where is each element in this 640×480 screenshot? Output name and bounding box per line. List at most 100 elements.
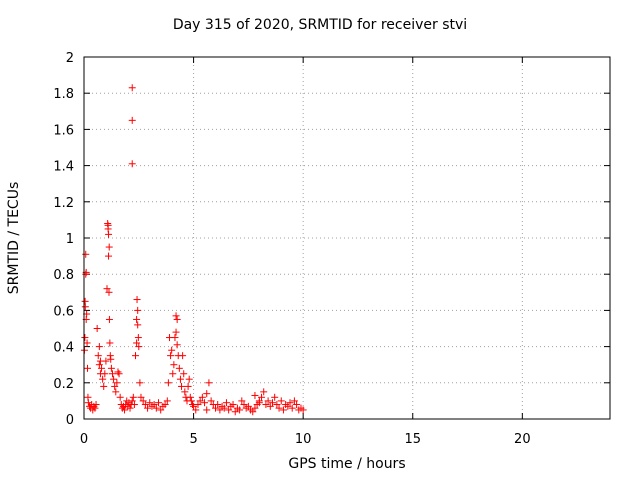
x-tick-label: 0	[80, 432, 88, 447]
data-point	[107, 355, 115, 363]
data-point	[98, 364, 106, 372]
data-point	[238, 397, 246, 405]
data-point	[216, 406, 224, 414]
data-point	[113, 379, 121, 387]
data-point	[184, 382, 192, 390]
data-point	[185, 375, 193, 383]
data-point	[187, 397, 195, 405]
data-point	[105, 243, 113, 251]
data-point	[81, 334, 89, 342]
y-tick-label: 2	[66, 51, 74, 66]
data-point	[207, 397, 215, 405]
data-point	[251, 391, 259, 399]
data-point	[134, 306, 142, 314]
plot-frame	[83, 56, 611, 420]
data-point	[186, 393, 194, 401]
data-point	[116, 393, 124, 401]
data-point	[137, 393, 145, 401]
data-point	[271, 393, 279, 401]
data-point	[128, 160, 136, 168]
data-point	[172, 312, 180, 320]
data-point	[111, 382, 119, 390]
y-tick-label: 1	[66, 232, 74, 247]
data-point	[277, 397, 285, 405]
data-point	[167, 352, 175, 360]
data-point	[168, 346, 176, 354]
data-point	[266, 402, 274, 410]
data-point	[84, 399, 92, 407]
data-point	[201, 399, 209, 407]
data-point	[190, 402, 198, 410]
data-point	[146, 399, 154, 407]
data-point	[121, 406, 129, 414]
data-point	[181, 388, 189, 396]
chart-title: Day 315 of 2020, SRMTID for receiver stv…	[172, 17, 468, 33]
data-point	[279, 406, 287, 414]
data-point	[231, 408, 239, 416]
data-point	[96, 370, 104, 378]
data-point	[115, 370, 123, 378]
data-point	[93, 325, 101, 332]
data-point	[240, 401, 248, 409]
data-point	[141, 401, 149, 409]
data-point	[198, 393, 206, 401]
data-points	[80, 84, 307, 416]
data-point	[179, 352, 187, 360]
data-point	[264, 397, 272, 405]
data-point	[176, 375, 184, 383]
data-point	[284, 402, 292, 410]
data-point	[95, 361, 103, 369]
data-point	[82, 250, 90, 258]
data-point	[299, 406, 307, 414]
data-point	[214, 401, 222, 409]
data-point	[249, 408, 257, 416]
data-point	[273, 401, 281, 409]
data-point	[205, 379, 213, 387]
data-point	[203, 406, 211, 414]
data-point	[290, 397, 298, 405]
data-point	[91, 404, 99, 412]
data-point	[258, 393, 266, 401]
data-point	[173, 315, 181, 323]
data-point	[178, 382, 186, 390]
data-point	[172, 328, 180, 336]
x-axis-label: GPS time / hours	[288, 456, 406, 472]
data-point	[163, 397, 171, 405]
data-point	[288, 404, 296, 412]
data-point	[262, 401, 270, 409]
x-tick-label: 5	[189, 432, 197, 447]
data-point	[150, 401, 158, 409]
data-point	[99, 375, 107, 383]
data-point	[220, 404, 228, 412]
data-point	[105, 252, 113, 260]
data-point	[203, 390, 211, 398]
data-point	[222, 399, 230, 407]
data-point	[136, 379, 144, 387]
data-point	[83, 339, 91, 347]
data-point	[103, 285, 111, 293]
data-point	[128, 116, 136, 124]
data-point	[128, 397, 136, 405]
data-point	[157, 406, 165, 414]
data-point	[173, 341, 181, 349]
data-point	[132, 352, 140, 360]
data-point	[175, 364, 183, 372]
data-point	[105, 315, 113, 323]
data-point	[161, 401, 169, 409]
data-point	[212, 404, 219, 412]
data-point	[110, 375, 118, 383]
data-point	[133, 315, 141, 323]
data-point	[260, 388, 268, 396]
data-point	[164, 379, 172, 387]
data-point	[144, 404, 152, 412]
data-point	[236, 406, 244, 414]
data-point	[133, 296, 141, 304]
y-tick-label: 1.4	[53, 160, 74, 175]
axis-ticks: 00.20.40.60.811.21.41.61.820 5 10 15 20	[53, 51, 610, 447]
data-point	[104, 221, 112, 229]
y-tick-label: 1.8	[53, 87, 74, 102]
data-point	[169, 370, 177, 378]
data-point	[100, 382, 108, 390]
data-point	[244, 402, 252, 410]
